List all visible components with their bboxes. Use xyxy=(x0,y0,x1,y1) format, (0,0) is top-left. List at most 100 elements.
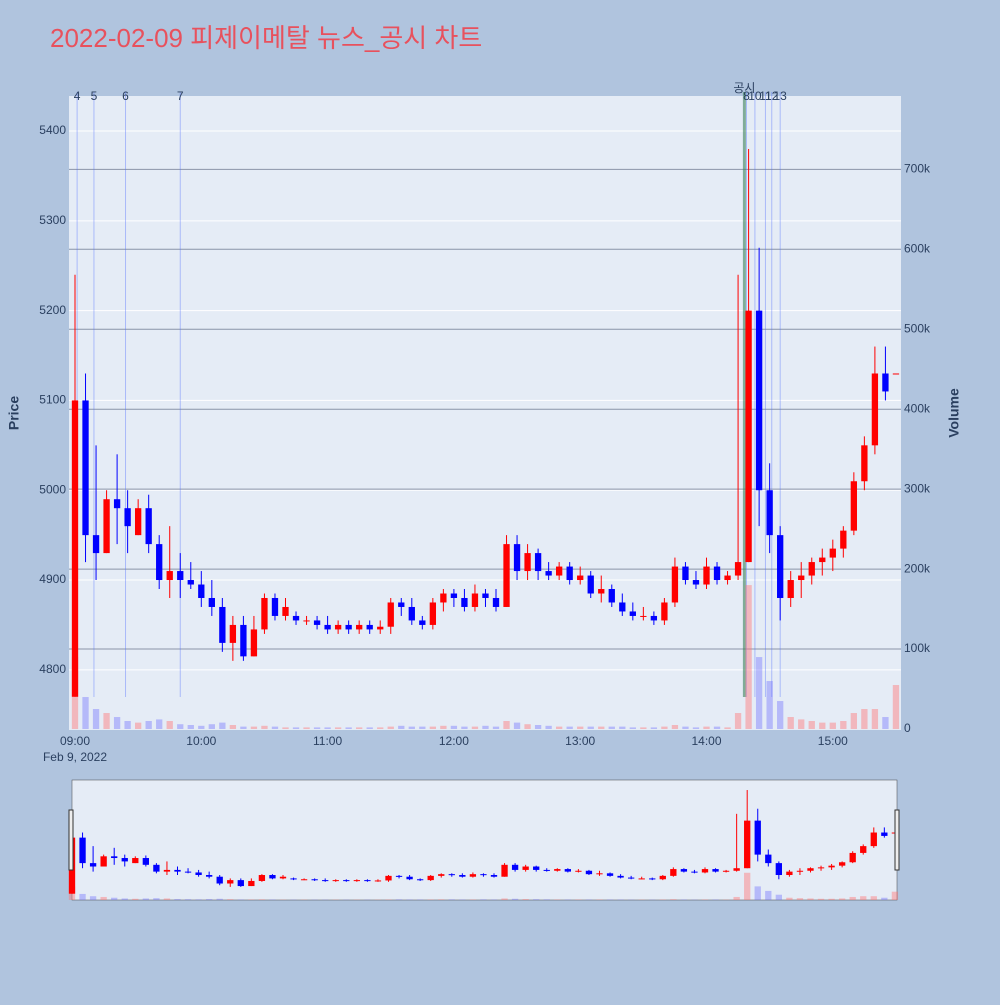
y-tick-label: 5100 xyxy=(39,393,66,407)
candle-body xyxy=(167,571,173,580)
slider-candle-body xyxy=(786,872,792,875)
y-tick-label: 4800 xyxy=(39,662,66,676)
candle-body xyxy=(482,594,488,598)
slider-candle-body xyxy=(248,881,254,886)
candle-body xyxy=(851,481,857,530)
slider-volume-bar xyxy=(100,897,106,900)
y2-tick-label: 400k xyxy=(904,401,931,415)
volume-bar xyxy=(809,721,815,729)
volume-bar xyxy=(293,727,299,729)
slider-candle-body xyxy=(480,874,486,875)
candle-body xyxy=(503,544,509,607)
x-date-label: Feb 9, 2022 xyxy=(43,750,107,764)
plot-area xyxy=(69,96,901,730)
volume-bar xyxy=(282,727,288,729)
slider-candle-body xyxy=(807,868,813,871)
slider-volume-bar xyxy=(449,899,455,900)
candle-body xyxy=(819,558,825,562)
slider-volume-bar xyxy=(259,899,265,900)
slider-volume-bar xyxy=(850,897,856,900)
candle-body xyxy=(745,311,751,562)
slider-volume-bar xyxy=(786,898,792,900)
slider-candle-body xyxy=(533,867,539,870)
candle-body xyxy=(588,576,594,594)
y-tick-label: 5200 xyxy=(39,303,66,317)
volume-bar xyxy=(198,726,204,729)
slider-volume-bar xyxy=(533,899,539,900)
slider-candle-body xyxy=(670,869,676,876)
candle-body xyxy=(861,445,867,481)
slider-candle-body xyxy=(195,872,201,875)
volume-bar xyxy=(861,709,867,729)
volume-bar xyxy=(703,727,709,729)
slider-candle-body xyxy=(765,855,771,863)
slider-candle-body xyxy=(259,875,265,881)
slider-candle-body xyxy=(301,879,307,880)
slider-volume-bar xyxy=(522,899,528,900)
volume-bar xyxy=(577,727,583,729)
volume-bar xyxy=(440,726,446,729)
candle-body xyxy=(409,607,415,620)
y2-tick-label: 200k xyxy=(904,561,931,575)
x-tick-label: 12:00 xyxy=(439,734,469,748)
volume-bar xyxy=(661,727,667,729)
slider-volume-bar xyxy=(195,899,201,900)
slider-candle-body xyxy=(702,869,708,872)
slider-volume-bar xyxy=(227,899,233,900)
slider-volume-bar xyxy=(776,895,782,900)
slider-candle-body xyxy=(575,871,581,872)
candle-body xyxy=(672,567,678,603)
y2-tick-label: 500k xyxy=(904,321,931,335)
candle-body xyxy=(567,567,573,580)
slider-handle[interactable] xyxy=(895,810,899,870)
slider-handle[interactable] xyxy=(69,810,73,870)
candle-body xyxy=(324,625,330,629)
slider-volume-bar xyxy=(544,899,550,900)
volume-bar xyxy=(493,727,499,729)
volume-bar xyxy=(219,723,225,729)
slider-candle-body xyxy=(122,858,128,861)
slider-volume-bar xyxy=(860,896,866,900)
volume-bar xyxy=(714,727,720,729)
range-slider[interactable] xyxy=(72,780,897,900)
slider-volume-bar xyxy=(501,898,507,900)
candle-body xyxy=(724,576,730,580)
volume-bar xyxy=(788,717,794,729)
volume-bar xyxy=(167,721,173,729)
slider-candle-body xyxy=(522,867,528,870)
volume-bar xyxy=(240,727,246,729)
volume-bar xyxy=(630,727,636,729)
slider-candle-body xyxy=(681,869,687,872)
volume-bar xyxy=(398,726,404,729)
slider-candle-body xyxy=(544,870,550,871)
candle-body xyxy=(609,589,615,602)
slider-volume-bar xyxy=(174,899,180,900)
slider-candle-body xyxy=(818,867,824,868)
y2-tick-label: 0 xyxy=(904,721,911,735)
candle-body xyxy=(93,535,99,553)
candle-body xyxy=(430,602,436,624)
volume-bar xyxy=(724,727,730,729)
volume-bar xyxy=(124,721,130,729)
candle-body xyxy=(209,598,215,607)
slider-candle-body xyxy=(723,871,729,872)
volume-bar xyxy=(672,725,678,729)
candle-body xyxy=(82,400,88,535)
slider-volume-bar xyxy=(185,899,191,900)
volume-bar xyxy=(514,723,520,729)
x-tick-label: 14:00 xyxy=(691,734,721,748)
volume-bar xyxy=(619,727,625,729)
slider-volume-bar xyxy=(90,896,96,900)
candle-body xyxy=(577,576,583,580)
slider-candle-body xyxy=(438,874,444,876)
slider-volume-bar xyxy=(733,897,739,900)
volume-bar xyxy=(377,727,383,729)
volume-bar xyxy=(251,727,257,729)
candle-body xyxy=(314,620,320,624)
candle-body xyxy=(388,602,394,626)
y2-tick-label: 100k xyxy=(904,641,931,655)
volume-bar xyxy=(735,713,741,729)
candle-body xyxy=(230,625,236,643)
slider-volume-bar xyxy=(143,898,149,900)
slider-candle-body xyxy=(280,877,286,879)
